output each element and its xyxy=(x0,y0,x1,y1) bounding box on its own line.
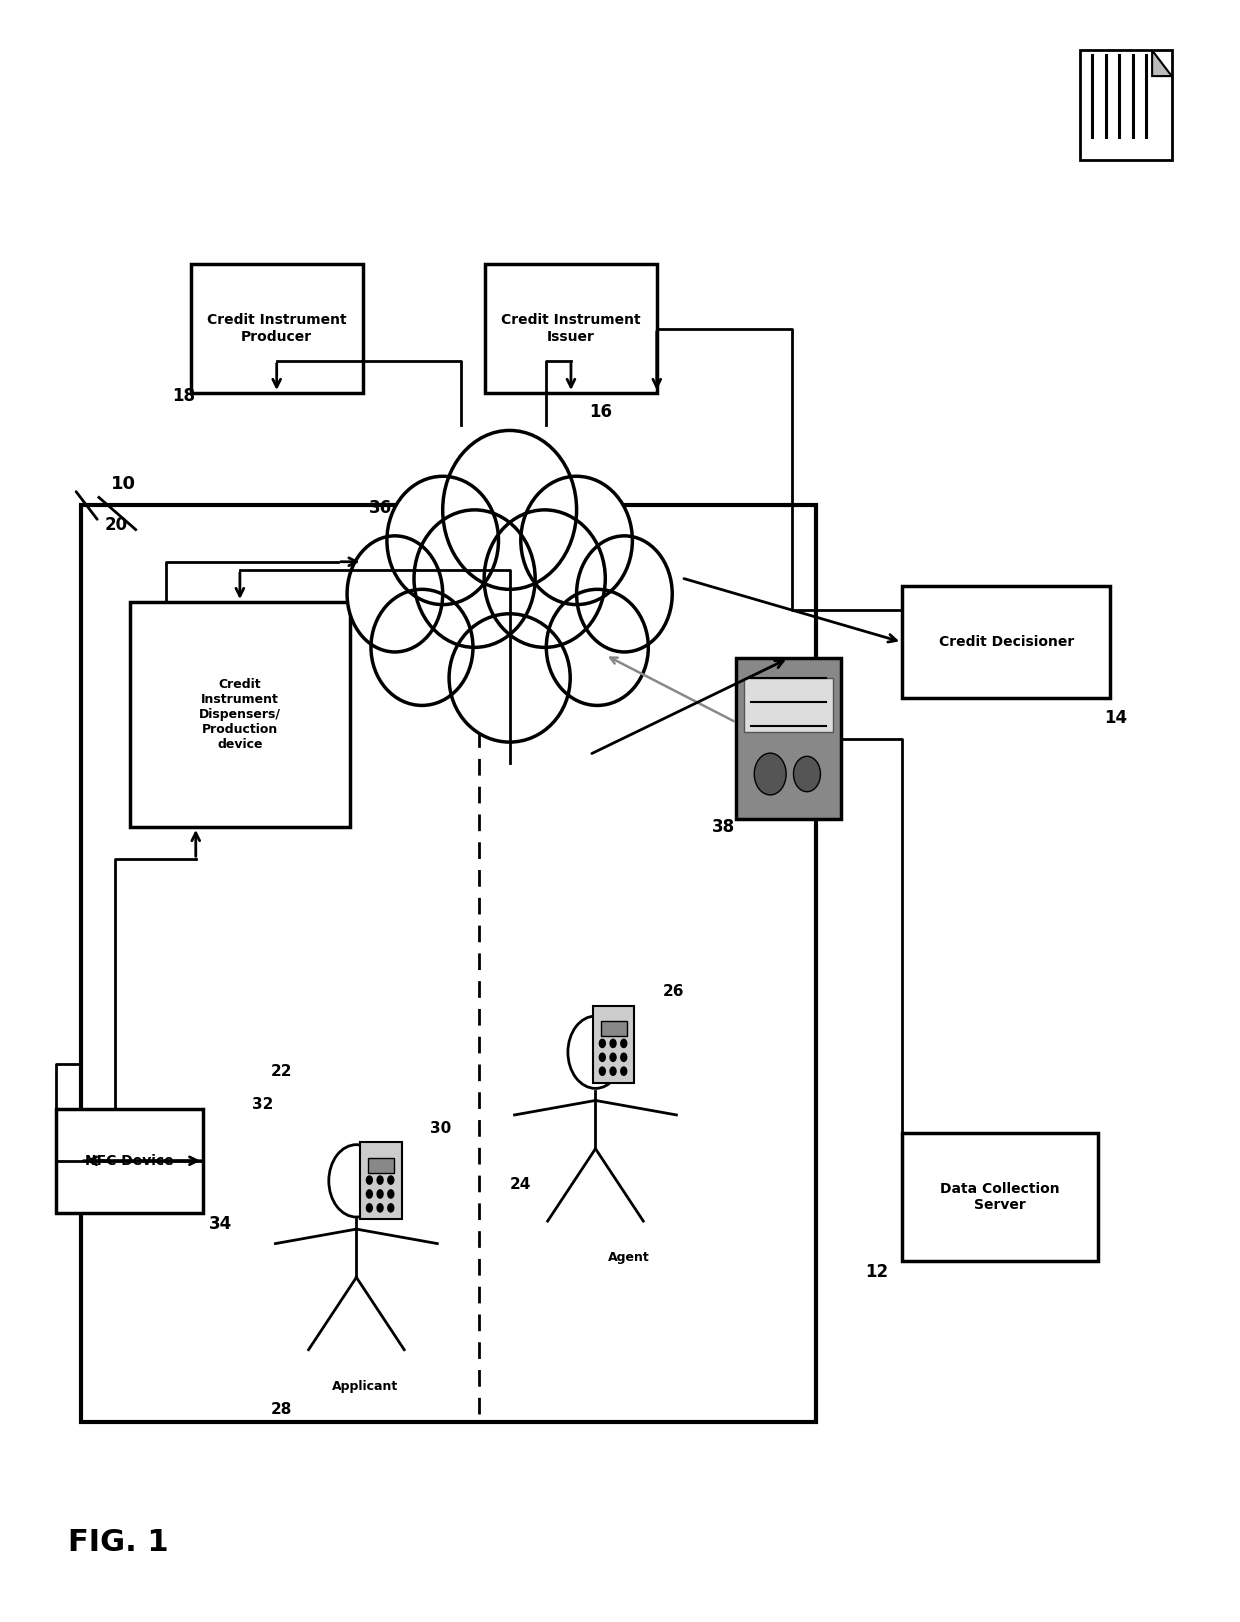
Circle shape xyxy=(366,1176,373,1186)
Bar xyxy=(368,1158,394,1173)
Bar xyxy=(901,586,1111,699)
Text: Credit
Instrument
Dispensers/
Production
device: Credit Instrument Dispensers/ Production… xyxy=(198,678,281,751)
Circle shape xyxy=(387,1176,394,1186)
Text: 26: 26 xyxy=(663,985,684,999)
Circle shape xyxy=(387,1204,394,1213)
Text: FIG. 1: FIG. 1 xyxy=(68,1528,169,1557)
Text: 32: 32 xyxy=(252,1096,274,1111)
Ellipse shape xyxy=(371,589,472,706)
Ellipse shape xyxy=(443,430,577,589)
Circle shape xyxy=(609,1066,616,1075)
Text: 36: 36 xyxy=(368,500,392,517)
Bar xyxy=(81,506,816,1422)
Text: 24: 24 xyxy=(510,1178,531,1192)
Bar xyxy=(1080,50,1172,159)
Bar xyxy=(901,1132,1099,1262)
Bar xyxy=(485,264,657,393)
Polygon shape xyxy=(1152,50,1172,76)
Ellipse shape xyxy=(449,613,570,743)
Circle shape xyxy=(366,1204,373,1213)
Circle shape xyxy=(599,1053,606,1062)
Ellipse shape xyxy=(484,509,605,647)
Text: 14: 14 xyxy=(1105,709,1127,727)
Circle shape xyxy=(599,1066,606,1075)
Text: 34: 34 xyxy=(210,1215,233,1233)
Circle shape xyxy=(609,1053,616,1062)
Circle shape xyxy=(620,1066,627,1075)
Circle shape xyxy=(377,1189,383,1199)
Circle shape xyxy=(794,756,821,792)
Circle shape xyxy=(754,753,786,795)
Bar xyxy=(593,1006,635,1083)
Text: Agent: Agent xyxy=(608,1251,650,1264)
Ellipse shape xyxy=(347,535,443,652)
Bar xyxy=(744,678,833,732)
Circle shape xyxy=(620,1038,627,1048)
Bar xyxy=(737,659,841,819)
Circle shape xyxy=(366,1189,373,1199)
Bar xyxy=(600,1020,627,1036)
Text: 22: 22 xyxy=(270,1064,293,1079)
Circle shape xyxy=(609,1038,616,1048)
Circle shape xyxy=(329,1145,384,1216)
Ellipse shape xyxy=(547,589,649,706)
Circle shape xyxy=(377,1204,383,1213)
Text: NFC Device: NFC Device xyxy=(86,1153,174,1168)
Text: 12: 12 xyxy=(866,1264,888,1281)
Circle shape xyxy=(568,1015,622,1088)
Bar xyxy=(129,602,350,827)
Text: 30: 30 xyxy=(430,1121,451,1135)
Bar xyxy=(361,1142,402,1220)
Text: Credit Instrument
Issuer: Credit Instrument Issuer xyxy=(501,313,641,344)
Ellipse shape xyxy=(521,477,632,605)
Ellipse shape xyxy=(414,509,536,647)
Text: Credit Decisioner: Credit Decisioner xyxy=(939,636,1074,649)
Text: 28: 28 xyxy=(270,1401,291,1418)
Ellipse shape xyxy=(577,535,672,652)
Circle shape xyxy=(387,1189,394,1199)
Circle shape xyxy=(377,1176,383,1186)
Text: 38: 38 xyxy=(712,817,735,835)
Ellipse shape xyxy=(387,477,498,605)
Text: Applicant: Applicant xyxy=(332,1380,398,1393)
Text: 16: 16 xyxy=(589,402,613,422)
Text: 20: 20 xyxy=(105,516,128,534)
Text: Data Collection
Server: Data Collection Server xyxy=(940,1182,1060,1212)
Text: 18: 18 xyxy=(172,388,196,406)
Bar xyxy=(191,264,362,393)
Text: 10: 10 xyxy=(112,475,136,493)
Text: Credit Instrument
Producer: Credit Instrument Producer xyxy=(207,313,346,344)
Bar xyxy=(56,1108,203,1213)
Circle shape xyxy=(620,1053,627,1062)
Circle shape xyxy=(599,1038,606,1048)
